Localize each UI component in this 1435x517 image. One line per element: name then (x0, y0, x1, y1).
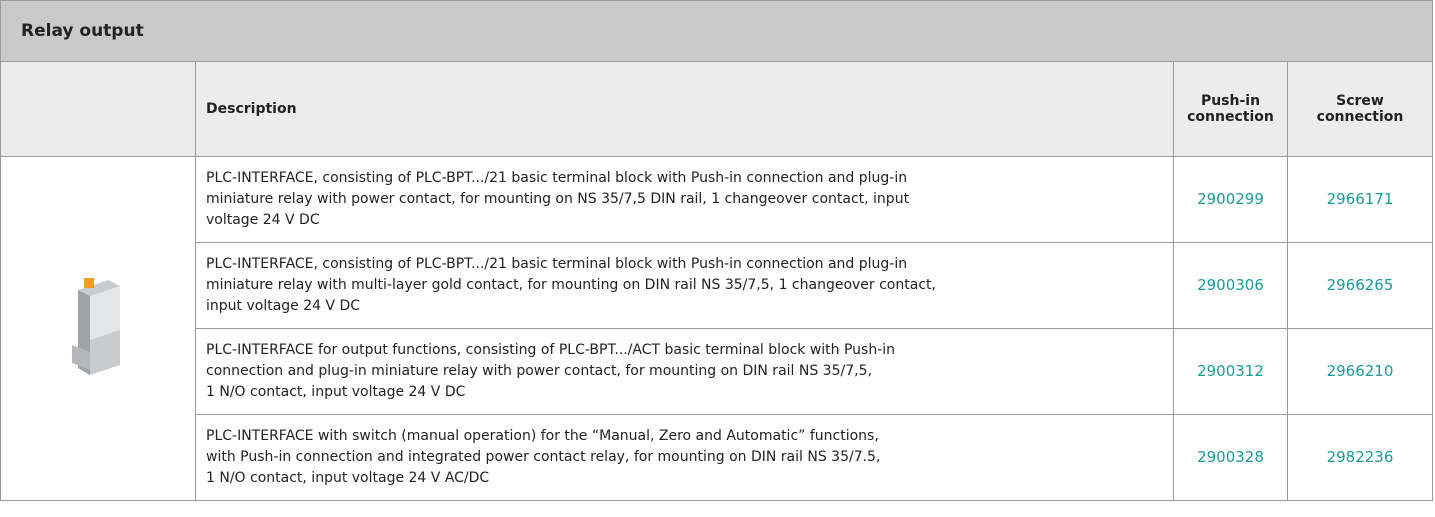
description-line: 1 N/O contact, input voltage 24 V DC (206, 384, 466, 400)
part-number-link[interactable]: 2900299 (1197, 190, 1264, 208)
description-line: voltage 24 V DC (206, 212, 320, 228)
part-number-cell: 2982236 (1286, 414, 1434, 501)
part-number-cell: 2966210 (1286, 328, 1434, 415)
data-row: PLC-INTERFACE for output functions, cons… (1, 328, 1434, 415)
description-line: with Push-in connection and integrated p… (206, 449, 881, 465)
part-number-link[interactable]: 2966171 (1326, 190, 1394, 208)
description-line: connection and plug-in miniature relay w… (206, 363, 872, 379)
description-line: PLC-INTERFACE with switch (manual operat… (206, 428, 879, 444)
part-number-link[interactable]: 2900306 (1197, 276, 1264, 294)
part-number-cell: 2966171 (1286, 156, 1434, 243)
table-body: PLC-INTERFACE, consisting of PLC-BPT.../… (0, 156, 1434, 501)
header-screw: Screw connection (1286, 61, 1434, 157)
header-description: Description (195, 61, 1174, 157)
description-cell: PLC-INTERFACE, consisting of PLC-BPT.../… (195, 156, 1174, 243)
part-number-link[interactable]: 2966210 (1326, 362, 1394, 380)
description-line: PLC-INTERFACE, consisting of PLC-BPT.../… (206, 170, 908, 186)
part-number-cell: 2900306 (1173, 242, 1288, 329)
product-image (72, 278, 120, 375)
description-line: PLC-INTERFACE for output functions, cons… (206, 342, 896, 358)
data-row: PLC-INTERFACE with switch (manual operat… (1, 414, 1434, 501)
part-number-link[interactable]: 2982236 (1326, 448, 1394, 466)
description-line: miniature relay with multi-layer gold co… (206, 277, 936, 293)
description-line: miniature relay with power contact, for … (206, 191, 910, 207)
relay-table: Relay output Description Push-in connect… (0, 0, 1434, 501)
part-number-cell: 2900328 (1173, 414, 1288, 501)
part-number-cell: 2900299 (1173, 156, 1288, 243)
description-line: PLC-INTERFACE, consisting of PLC-BPT.../… (206, 256, 908, 272)
description-cell: PLC-INTERFACE, consisting of PLC-BPT.../… (195, 242, 1174, 329)
description-cell: PLC-INTERFACE for output functions, cons… (195, 328, 1174, 415)
header-row: Description Push-in connection Screw con… (0, 61, 1434, 157)
part-number-link[interactable]: 2900328 (1197, 448, 1264, 466)
header-push-in: Push-in connection (1173, 61, 1288, 157)
description-cell: PLC-INTERFACE with switch (manual operat… (195, 414, 1174, 501)
data-row: PLC-INTERFACE, consisting of PLC-BPT.../… (0, 156, 1434, 501)
table-title: Relay output (0, 0, 1434, 62)
part-number-cell: 2900312 (1173, 328, 1288, 415)
header-empty (0, 61, 196, 157)
description-line: 1 N/O contact, input voltage 24 V AC/DC (206, 470, 490, 486)
description-line: input voltage 24 V DC (206, 298, 361, 314)
part-number-cell: 2966265 (1286, 242, 1434, 329)
part-number-link[interactable]: 2900312 (1197, 362, 1264, 380)
product-image-cell (0, 156, 196, 501)
data-row: PLC-INTERFACE, consisting of PLC-BPT.../… (1, 242, 1434, 329)
part-number-link[interactable]: 2966265 (1326, 276, 1394, 294)
